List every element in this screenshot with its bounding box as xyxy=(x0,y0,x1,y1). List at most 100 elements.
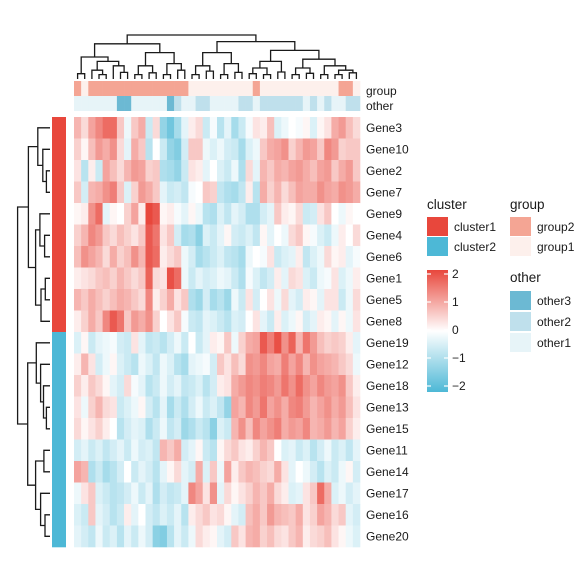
heatmap-cell xyxy=(81,461,89,483)
heatmap-cell xyxy=(109,246,118,268)
heatmap-cell xyxy=(116,310,125,333)
heatmap-cell xyxy=(131,246,139,268)
scale-tick-label: 2 xyxy=(452,267,459,281)
heatmap-cell xyxy=(81,482,89,505)
heatmap-cell xyxy=(88,267,96,290)
dendrogram-branch xyxy=(262,73,272,79)
heatmap-cell xyxy=(116,461,125,483)
heatmap-cell xyxy=(317,289,325,311)
heatmap-cell xyxy=(116,353,125,376)
heatmap-cell xyxy=(281,310,289,333)
heatmap-cell xyxy=(209,353,218,376)
heatmap-cell xyxy=(195,267,203,290)
dendrogram-branch xyxy=(305,72,315,79)
heatmap-cell xyxy=(95,439,103,462)
heatmap-cell xyxy=(138,375,146,397)
heatmap-cell xyxy=(317,332,325,354)
heatmap-cell xyxy=(352,289,361,311)
heatmap-cell xyxy=(231,224,239,247)
heatmap-cell xyxy=(81,160,89,182)
heatmap-cell xyxy=(238,353,246,376)
heatmap-cell xyxy=(166,525,175,548)
heatmap-cell xyxy=(131,267,139,290)
heatmap-cell xyxy=(238,332,246,354)
heatmap-cell xyxy=(324,525,332,548)
group-annotation-cell xyxy=(116,81,125,96)
group-legend-label-group2: group2 xyxy=(537,220,575,234)
heatmap-cell xyxy=(195,332,203,354)
heatmap-cell xyxy=(202,439,211,462)
heatmap-cell xyxy=(338,289,346,311)
heatmap-cell xyxy=(124,482,132,505)
other-annotation-cell xyxy=(181,96,189,111)
heatmap-cell xyxy=(181,375,189,397)
heatmap-cell xyxy=(317,224,325,247)
heatmap-cell xyxy=(138,504,146,526)
heatmap-cell xyxy=(217,353,225,376)
heatmap-cell xyxy=(124,439,132,462)
heatmap-cell xyxy=(81,117,89,139)
heatmap-cell xyxy=(81,267,89,290)
heatmap-cell xyxy=(209,160,218,182)
heatmap-cell xyxy=(131,504,139,526)
annotation-labels: group other xyxy=(366,84,397,113)
heatmap-cell xyxy=(224,117,232,139)
heatmap-cell xyxy=(352,353,361,376)
heatmap-cell xyxy=(259,461,268,483)
cluster-bar-cell xyxy=(52,482,66,505)
heatmap-cell xyxy=(345,396,354,419)
heatmap-cell xyxy=(224,224,232,247)
cluster-bar-cell xyxy=(52,224,66,247)
heatmap-cell xyxy=(152,246,161,268)
heatmap-cell xyxy=(152,504,161,526)
cluster-bar-cell xyxy=(52,332,66,354)
dendrogram-branch xyxy=(43,234,50,258)
heatmap-cell xyxy=(152,310,161,333)
heatmap-cell xyxy=(74,375,82,397)
heatmap-cell xyxy=(131,138,139,161)
heatmap-cell xyxy=(138,117,146,139)
heatmap-cell xyxy=(231,525,239,548)
heatmap-cell xyxy=(195,160,203,182)
heatmap-cell xyxy=(324,267,332,290)
heatmap-cell xyxy=(88,117,96,139)
heatmap-cell xyxy=(116,482,125,505)
heatmap-cell xyxy=(309,418,318,440)
group-annotation-cell xyxy=(152,81,161,96)
heatmap-cell xyxy=(202,138,211,161)
heatmap-cell xyxy=(81,375,89,397)
heatmap-cell xyxy=(145,267,153,290)
heatmap-cell xyxy=(238,461,246,483)
heatmap-cell xyxy=(245,461,254,483)
heatmap-cell xyxy=(217,267,225,290)
heatmap-cell xyxy=(138,353,146,376)
heatmap-cell xyxy=(331,181,339,204)
group-annotation-cell xyxy=(331,81,339,96)
heatmap-cell xyxy=(338,160,346,182)
heatmap-cell xyxy=(116,203,125,225)
heatmap-cell xyxy=(267,224,275,247)
heatmap-cell xyxy=(102,375,111,397)
heatmap-cell xyxy=(267,504,275,526)
heatmap-cell xyxy=(238,138,246,161)
heatmap-cell xyxy=(88,246,96,268)
heatmap-cell xyxy=(188,203,196,225)
heatmap-cell xyxy=(274,396,282,419)
row-label: Gene11 xyxy=(366,443,408,457)
heatmap-cell xyxy=(159,181,168,204)
heatmap-cell xyxy=(152,181,161,204)
heatmap-cell xyxy=(166,396,175,419)
heatmap-cell xyxy=(295,332,304,354)
heatmap-cell xyxy=(252,203,261,225)
heatmap-cell xyxy=(245,267,254,290)
heatmap-cell xyxy=(174,289,182,311)
heatmap-cell xyxy=(159,353,168,376)
heatmap-cell xyxy=(145,289,153,311)
heatmap-cell xyxy=(331,310,339,333)
row-label: Gene14 xyxy=(366,465,409,479)
group-annotation-cell xyxy=(102,81,111,96)
heatmap-cell xyxy=(295,396,304,419)
dendrogram-branch xyxy=(234,71,243,79)
heatmap-cell xyxy=(252,310,261,333)
heatmap-cell xyxy=(181,138,189,161)
